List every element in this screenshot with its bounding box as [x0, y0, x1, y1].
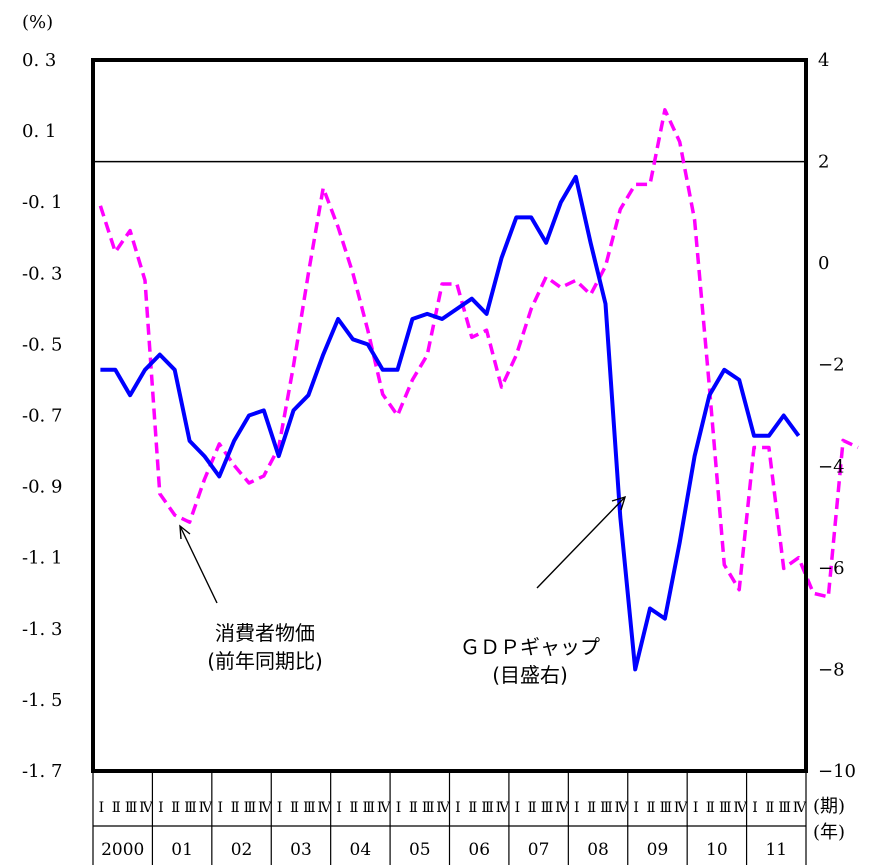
year-label: 01: [171, 840, 193, 860]
quarter-label: I: [693, 800, 698, 816]
quarter-label: III: [363, 800, 375, 816]
quarter-label: III: [481, 800, 493, 816]
quarter-label: III: [660, 800, 672, 816]
year-label: 06: [468, 840, 490, 860]
quarter-label: I: [574, 800, 579, 816]
left-tick-label: -0. 5: [22, 334, 62, 355]
quarter-label: I: [99, 800, 104, 816]
right-tick-label: −2: [818, 355, 845, 376]
annotation-gdp-label: ＧＤＰギャップ(目盛右): [460, 635, 600, 687]
annotation-gdp: ＧＤＰギャップ(目盛右): [460, 495, 627, 687]
quarter-label: IV: [555, 800, 570, 816]
annotation-cpi-arrow-line: [179, 525, 218, 604]
quarter-label: I: [217, 800, 222, 816]
quarter-label: III: [719, 800, 731, 816]
left-tick-label: -0. 9: [22, 477, 62, 498]
annotation-cpi-arrow-head: [179, 524, 191, 540]
quarter-label: I: [336, 800, 341, 816]
left-axis-unit: (%): [22, 12, 53, 33]
quarter-label: I: [752, 800, 757, 816]
year-label: 08: [587, 840, 609, 860]
quarter-label: III: [422, 800, 434, 816]
quarter-label: I: [396, 800, 401, 816]
quarter-label: IV: [199, 800, 214, 816]
right-tick-label: −6: [818, 558, 845, 579]
plot-frame: [91, 58, 808, 773]
left-tick-label: -1. 7: [22, 761, 62, 782]
right-tick-label: −8: [818, 659, 845, 680]
quarter-label: II: [409, 800, 418, 816]
quarter-label: I: [515, 800, 520, 816]
year-label: 10: [706, 840, 728, 860]
quarter-label: III: [244, 800, 256, 816]
left-tick-label: -0. 7: [22, 406, 62, 427]
quarter-label: III: [184, 800, 196, 816]
year-label: 11: [765, 840, 787, 860]
year-label: 05: [409, 840, 431, 860]
quarter-label: IV: [674, 800, 689, 816]
left-tick-label: 0. 1: [22, 121, 56, 142]
right-axis: 4 2 0 −2 −4 −6 −8 −10: [818, 50, 856, 782]
left-tick-label: -0. 1: [22, 192, 62, 213]
year-unit-label: (年): [813, 822, 845, 843]
quarter-label: IV: [317, 800, 332, 816]
quarter-label: II: [112, 800, 121, 816]
quarter-label: I: [158, 800, 163, 816]
quarter-label: IV: [733, 800, 748, 816]
quarter-label: III: [778, 800, 790, 816]
right-tick-label: −4: [818, 456, 845, 477]
annotation-gdp-arrow-line: [536, 496, 626, 589]
quarter-label: II: [349, 800, 358, 816]
quarter-label: IV: [139, 800, 154, 816]
quarter-label: I: [455, 800, 460, 816]
series-line-gdp-gap: [100, 174, 801, 672]
quarter-label: II: [231, 800, 240, 816]
quarter-label: I: [633, 800, 638, 816]
right-tick-label: −10: [818, 761, 856, 782]
quarter-label: I: [277, 800, 282, 816]
quarter-label: III: [541, 800, 553, 816]
right-tick-label: 4: [818, 50, 829, 71]
quarter-label: II: [587, 800, 596, 816]
quarter-label: II: [647, 800, 656, 816]
quarter-label: II: [765, 800, 774, 816]
year-label: 03: [290, 840, 312, 860]
quarter-label: III: [303, 800, 315, 816]
year-label: 02: [231, 840, 253, 860]
left-axis: 0. 3 0. 1 -0. 1 -0. 3 -0. 5 -0. 7 -0. 9 -1. 1 -1…: [22, 50, 62, 782]
quarter-label: IV: [377, 800, 392, 816]
year-label: 07: [528, 840, 550, 860]
left-tick-label: 0. 3: [22, 50, 56, 71]
year-label: 2000: [101, 840, 144, 860]
quarter-label: III: [600, 800, 612, 816]
quarter-label: IV: [496, 800, 511, 816]
quarter-label: IV: [436, 800, 451, 816]
left-tick-label: -1. 3: [22, 619, 62, 640]
quarter-label: IV: [615, 800, 630, 816]
quarter-label: II: [468, 800, 477, 816]
right-tick-label: 0: [818, 253, 829, 274]
annotation-gdp-arrow-head: [611, 495, 627, 511]
annotation-cpi-label: 消費者物価(前年同期比): [207, 621, 323, 673]
quarter-label: III: [125, 800, 137, 816]
quarter-label: II: [171, 800, 180, 816]
series-layer: [98, 108, 859, 672]
left-tick-label: -1. 1: [22, 548, 62, 569]
left-tick-label: -0. 3: [22, 263, 62, 284]
quarter-label: IV: [793, 800, 808, 816]
period-unit-label: (期): [813, 796, 845, 817]
year-label: 09: [647, 840, 669, 860]
year-label: 04: [350, 840, 372, 860]
quarter-label: II: [706, 800, 715, 816]
right-tick-label: 2: [818, 152, 829, 173]
annotation-cpi: 消費者物価(前年同期比): [179, 524, 323, 673]
quarter-label: II: [528, 800, 537, 816]
quarter-label: II: [290, 800, 299, 816]
series-line-cpi: [98, 108, 859, 599]
quarter-label: IV: [258, 800, 273, 816]
left-tick-label: -1. 5: [22, 690, 62, 711]
